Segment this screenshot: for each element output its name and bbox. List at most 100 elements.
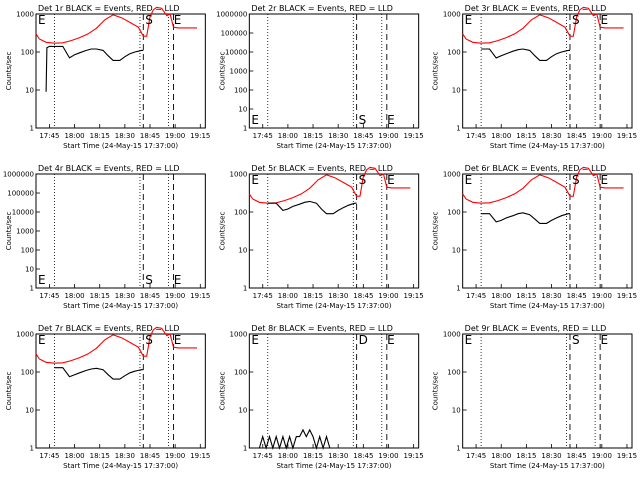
x-tick-label: 18:00: [64, 132, 84, 140]
plot-frame: [248, 333, 420, 449]
event-marker-label: E: [600, 333, 608, 347]
event-marker-label: E: [387, 113, 395, 127]
x-tick-label: 18:45: [567, 292, 587, 300]
x-tick-label: 18:30: [328, 292, 348, 300]
x-tick-label: 18:30: [541, 132, 561, 140]
chart-title: Det 1r BLACK = Events, RED = LLD: [38, 4, 180, 13]
x-tick-label: 19:00: [165, 132, 185, 140]
y-axis-label: Counts/sec: [432, 52, 440, 91]
lld-series-line: [35, 6, 197, 44]
event-marker-label: D: [359, 333, 368, 347]
chart-title: Det 9r BLACK = Events, RED = LLD: [465, 324, 607, 333]
x-axis-label: Start Time (24-May-15 17:37:00): [63, 142, 178, 150]
x-tick-label: 18:15: [303, 292, 323, 300]
y-tick-label: 100: [21, 247, 34, 255]
y-tick-label: 10: [452, 407, 461, 415]
chart-panel: Det 7r BLACK = Events, RED = LLD 1 10 100 10…: [5, 324, 210, 470]
event-marker-label: E: [174, 333, 182, 347]
x-tick-label: 18:15: [90, 132, 110, 140]
y-tick-label: 10: [238, 407, 247, 415]
x-tick-label: 18:30: [115, 452, 135, 460]
y-tick-label: 1: [243, 445, 247, 453]
y-tick-label: 100: [21, 49, 34, 57]
x-tick-label: 18:30: [541, 452, 561, 460]
events-series-line: [45, 45, 144, 92]
event-marker-label: E: [38, 273, 46, 287]
y-tick-label: 1000: [230, 171, 248, 179]
x-tick-label: 17:45: [39, 132, 59, 140]
y-axis-label: Counts/sec: [432, 372, 440, 411]
y-tick-label: 100: [234, 369, 247, 377]
y-tick-label: 1: [243, 125, 247, 133]
y-axis-label: Counts/sec: [5, 372, 13, 411]
chart-panel: Det 1r BLACK = Events, RED = LLD 1 10 100 10…: [5, 4, 210, 150]
y-tick-label: 10000: [225, 49, 247, 57]
y-tick-label: 1000: [16, 228, 34, 236]
y-tick-label: 1000: [16, 11, 34, 19]
events-series-line: [481, 48, 570, 61]
event-marker-label: E: [38, 333, 46, 347]
x-tick-label: 18:00: [278, 132, 298, 140]
y-axis-label: Counts/sec: [5, 212, 13, 251]
chart-title: Det 7r BLACK = Events, RED = LLD: [38, 324, 180, 333]
x-tick-label: 18:45: [567, 132, 587, 140]
chart-panel: Det 8r BLACK = Events, RED = LLD 1 10 100 10…: [218, 324, 423, 470]
event-marker-label: E: [465, 333, 473, 347]
x-tick-label: 18:15: [303, 452, 323, 460]
x-tick-label: 18:45: [353, 132, 373, 140]
x-tick-label: 19:15: [190, 132, 210, 140]
y-tick-label: 1: [456, 445, 460, 453]
y-tick-label: 1: [30, 285, 34, 293]
chart-panel: Det 5r BLACK = Events, RED = LLD 1 10 100 10…: [218, 164, 423, 310]
event-marker-label: S: [572, 173, 580, 187]
x-tick-label: 19:15: [617, 132, 637, 140]
y-tick-label: 1: [30, 125, 34, 133]
x-tick-label: 19:00: [592, 292, 612, 300]
x-tick-label: 18:00: [491, 292, 511, 300]
y-axis-label: Counts/sec: [5, 52, 13, 91]
y-tick-label: 10: [452, 87, 461, 95]
x-tick-label: 19:15: [404, 292, 424, 300]
x-tick-label: 18:45: [567, 452, 587, 460]
x-tick-label: 19:15: [617, 292, 637, 300]
x-axis-label: Start Time (24-May-15 17:37:00): [63, 302, 178, 310]
plot-frame: [35, 333, 206, 449]
event-marker-label: E: [465, 13, 473, 27]
event-marker-label: E: [38, 13, 46, 27]
x-tick-label: 18:15: [90, 292, 110, 300]
event-marker-label: E: [387, 333, 395, 347]
y-tick-label: 100: [234, 87, 247, 95]
event-marker-label: S: [145, 13, 153, 27]
x-tick-label: 17:45: [466, 452, 486, 460]
event-marker-label: S: [145, 333, 153, 347]
x-tick-label: 19:00: [165, 452, 185, 460]
x-tick-label: 18:45: [140, 292, 160, 300]
y-tick-label: 1000: [443, 171, 461, 179]
x-tick-label: 19:15: [404, 132, 424, 140]
chart-title: Det 5r BLACK = Events, RED = LLD: [251, 164, 393, 173]
chart-title: Det 3r BLACK = Events, RED = LLD: [465, 4, 607, 13]
lld-series-line: [248, 166, 411, 204]
x-tick-label: 19:00: [165, 292, 185, 300]
x-tick-label: 18:15: [516, 132, 536, 140]
y-tick-label: 1000: [16, 331, 34, 339]
events-series-line: [481, 212, 570, 224]
x-tick-label: 17:45: [466, 132, 486, 140]
y-tick-label: 1000: [443, 11, 461, 19]
x-tick-label: 18:15: [90, 452, 110, 460]
x-tick-label: 19:15: [190, 292, 210, 300]
chart-title: Det 8r BLACK = Events, RED = LLD: [251, 324, 393, 333]
x-tick-label: 18:15: [516, 292, 536, 300]
event-marker-label: S: [572, 333, 580, 347]
chart-panel: Det 4r BLACK = Events, RED = LLD 1 10 100 10…: [3, 164, 211, 310]
plot-frame: [35, 13, 206, 129]
y-axis-label: Counts/sec: [218, 212, 226, 251]
x-tick-label: 18:00: [64, 292, 84, 300]
x-tick-label: 18:30: [541, 292, 561, 300]
plot-frame: [248, 13, 420, 129]
x-tick-label: 19:00: [592, 452, 612, 460]
event-marker-label: S: [572, 13, 580, 27]
y-tick-label: 100: [447, 369, 460, 377]
plot-frame: [35, 173, 206, 289]
y-tick-label: 10: [25, 87, 34, 95]
